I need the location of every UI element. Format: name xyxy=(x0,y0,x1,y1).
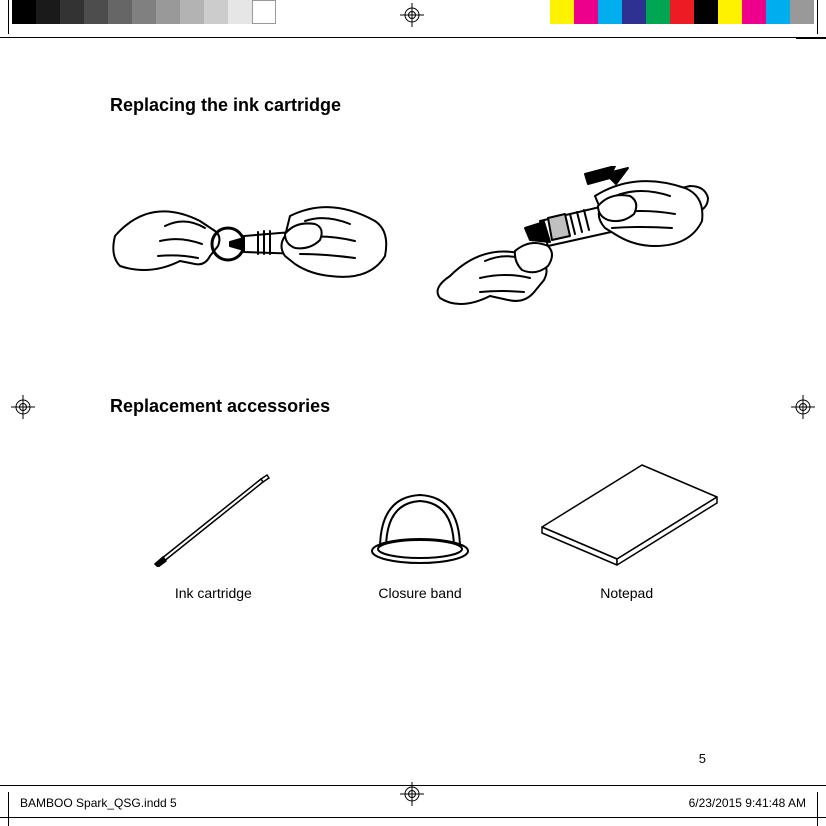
illustration-insert-cartridge xyxy=(430,166,710,336)
trim-line xyxy=(8,0,9,34)
registration-mark-icon xyxy=(11,395,35,419)
trim-line xyxy=(0,817,826,818)
registration-mark-icon xyxy=(791,395,815,419)
accessory-ink-cartridge: Ink cartridge xyxy=(110,467,317,601)
illustration-remove-cartridge xyxy=(110,166,390,336)
footer-timestamp: 6/23/2015 9:41:48 AM xyxy=(689,796,806,810)
accessory-notepad: Notepad xyxy=(523,457,730,601)
trim-line xyxy=(796,37,826,39)
trim-line xyxy=(0,37,826,38)
registration-mark-icon xyxy=(400,3,424,27)
trim-line xyxy=(817,0,818,34)
footer-filename: BAMBOO Spark_QSG.indd 5 xyxy=(20,796,177,810)
color-bar xyxy=(550,0,814,24)
section-heading-accessories: Replacement accessories xyxy=(110,396,730,417)
section-heading-replacing: Replacing the ink cartridge xyxy=(110,95,730,116)
accessory-closure-band: Closure band xyxy=(317,467,524,601)
accessory-label: Notepad xyxy=(523,585,730,601)
accessory-label: Closure band xyxy=(317,585,524,601)
page-number: 5 xyxy=(699,751,706,766)
grayscale-bar xyxy=(12,0,276,24)
trim-line xyxy=(0,785,826,786)
trim-line xyxy=(8,792,9,826)
accessory-label: Ink cartridge xyxy=(110,585,317,601)
trim-line xyxy=(817,792,818,826)
